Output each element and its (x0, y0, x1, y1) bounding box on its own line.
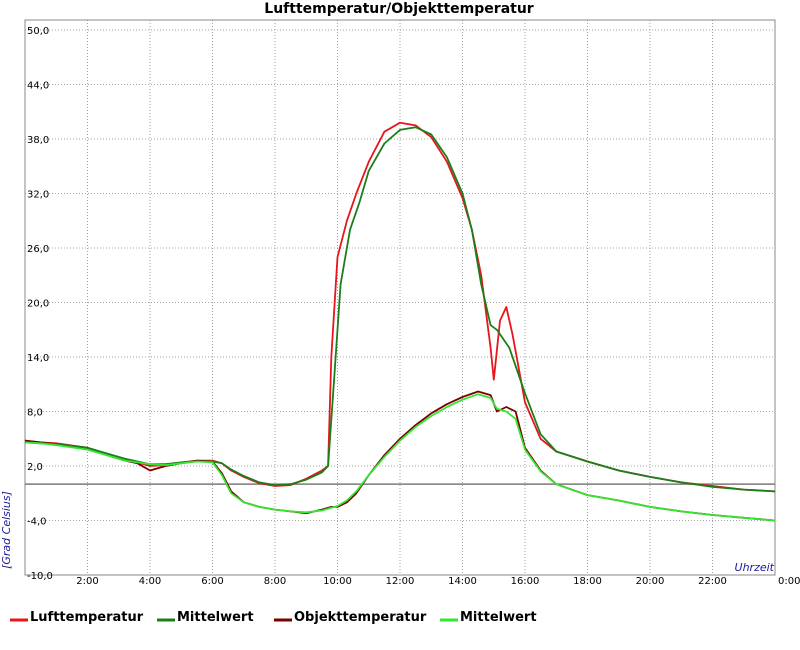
y-tick-label: -4,0 (27, 517, 47, 528)
x-tick-label: 8:00 (264, 576, 286, 587)
y-tick-label: 44,0 (27, 81, 49, 92)
y-tick-label: 32,0 (27, 190, 49, 201)
y-tick-label: 26,0 (27, 244, 49, 255)
x-tick-label: 14:00 (448, 576, 477, 587)
x-tick-label: 10:00 (323, 576, 352, 587)
x-tick-label: 16:00 (511, 576, 540, 587)
legend-label: Objekttemperatur (294, 610, 427, 625)
x-tick-label: 12:00 (386, 576, 415, 587)
legend-item: Mittelwert (440, 610, 537, 625)
y-tick-label: 50,0 (27, 26, 49, 37)
legend-label: Mittelwert (460, 610, 537, 625)
legend-item: Lufttemperatur (10, 610, 144, 625)
chart-title: Lufttemperatur/Objekttemperatur (264, 1, 534, 17)
x-tick-label: 6:00 (201, 576, 223, 587)
y-tick-label: 20,0 (27, 299, 49, 310)
y-axis-label: [Grad Celsius] (0, 491, 13, 569)
grid-lines (25, 20, 775, 575)
legend: Lufttemperatur Mittelwert Objekttemperatur… (10, 610, 537, 625)
x-tick-labels: 2:00 4:00 6:00 8:00 10:00 12:00 14:00 16:00 18:0… (76, 576, 800, 587)
y-tick-label: 38,0 (27, 135, 49, 146)
data-series (24, 121, 776, 522)
legend-label: Lufttemperatur (30, 610, 144, 625)
x-tick-label: 22:00 (698, 576, 727, 587)
x-tick-label: 20:00 (636, 576, 665, 587)
x-tick-label: 18:00 (573, 576, 602, 587)
y-tick-label: -10,0 (27, 571, 53, 582)
y-tick-label: 14,0 (27, 353, 49, 364)
series-line-4 (24, 393, 776, 522)
legend-item: Objekttemperatur (274, 610, 427, 625)
y-tick-label: 2,0 (27, 462, 43, 473)
y-tick-labels: -10,0 -4,0 2,0 8,0 14,0 20,0 26,0 32,0 38,0 44,0 5… (27, 26, 53, 582)
x-tick-label: 4:00 (139, 576, 161, 587)
x-axis-label: Uhrzeit (735, 561, 775, 574)
x-tick-label: 2:00 (76, 576, 98, 587)
legend-label: Mittelwert (177, 610, 254, 625)
y-tick-label: 8,0 (27, 408, 43, 419)
x-tick-label: 0:00 (778, 576, 800, 587)
legend-item: Mittelwert (157, 610, 254, 625)
